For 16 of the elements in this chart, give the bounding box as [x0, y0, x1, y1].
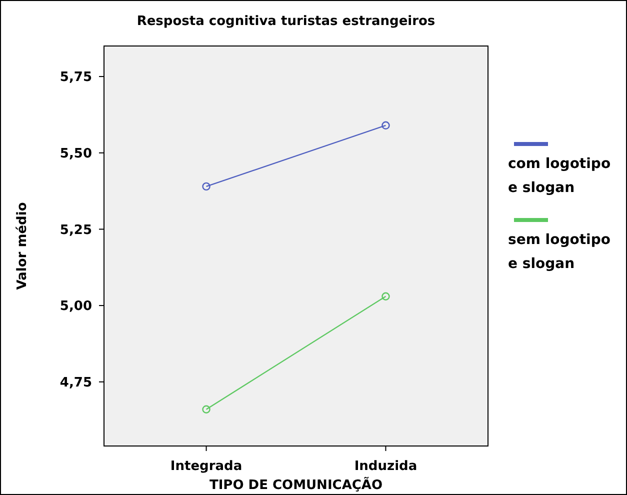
point	[202, 182, 210, 191]
x-tick-label: Integrada	[170, 459, 242, 474]
legend-label: sem logotipo e slogan	[508, 232, 611, 272]
chart-title: Resposta cognitiva turistas estrangeiros	[136, 14, 436, 29]
y-tick-label: 5,25	[60, 222, 92, 238]
y-axis-title: Valor médio	[15, 202, 30, 290]
y-tick-label: 5,50	[60, 146, 92, 162]
point	[382, 292, 390, 300]
y-tick-label: 4,75	[60, 375, 92, 390]
y-tick-label: 5,75	[60, 70, 92, 86]
legend-label: com logotipo e slogan	[508, 156, 611, 196]
y-tick-label: 5,00	[60, 299, 92, 314]
point	[382, 121, 390, 130]
x-axis-title: TIPO DE COMUNICAÇÃO	[209, 476, 383, 493]
point	[202, 405, 210, 414]
x-tick-label: Induzida	[354, 459, 418, 474]
